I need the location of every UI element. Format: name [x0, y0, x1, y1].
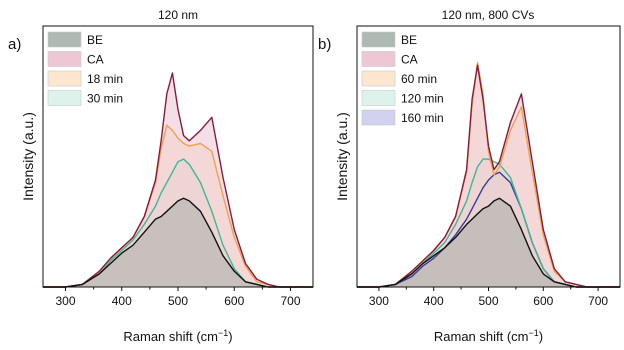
x-tick-label: 600 — [224, 294, 244, 308]
x-tick-label: 400 — [112, 294, 132, 308]
legend-swatch — [361, 109, 396, 126]
legend-label: 120 min — [401, 92, 444, 106]
series-area-120-min — [357, 159, 620, 287]
legend-label: CA — [87, 53, 104, 67]
chart-panel-b: 120 nm, 800 CVs b) 300 400 500 600 700 Raman sh… — [318, 8, 621, 344]
legend-swatch — [361, 70, 396, 87]
x-tick-label: 700 — [588, 294, 608, 308]
legend-swatch — [47, 51, 82, 67]
legend-swatch — [361, 31, 396, 48]
chart-title: 120 nm — [158, 8, 198, 22]
series-line-be — [43, 197, 313, 288]
series-area-30-min — [43, 159, 313, 287]
x-tick-label: 700 — [280, 294, 300, 308]
x-tick-label: 600 — [533, 294, 553, 308]
legend-label: BE — [87, 33, 103, 47]
x-tick-label: 400 — [424, 294, 444, 308]
legend-swatch — [47, 31, 82, 48]
panel-label: b) — [318, 36, 331, 53]
series-area-ca — [357, 65, 620, 287]
x-tick-label: 300 — [369, 294, 389, 308]
x-tick-label: 500 — [168, 294, 188, 308]
y-axis-label: Intensity (a.u.) — [20, 112, 36, 201]
legend-label: 60 min — [401, 72, 437, 86]
x-tick-label: 300 — [55, 294, 75, 308]
series-area-ca — [43, 73, 313, 287]
legend-swatch — [47, 70, 82, 87]
series-area-160-min — [357, 172, 620, 287]
x-tick-label: 500 — [478, 294, 498, 308]
legend-label: 160 min — [401, 111, 444, 125]
legend-swatch — [361, 51, 396, 67]
legend-label: CA — [401, 53, 418, 67]
legend-label: BE — [401, 33, 417, 47]
y-axis-label: Intensity (a.u.) — [334, 112, 350, 201]
legend-swatch — [361, 90, 396, 106]
x-axis-label: Raman shift (cm−1) — [434, 328, 543, 344]
chart-title: 120 nm, 800 CVs — [442, 8, 535, 22]
series-area-be — [43, 198, 313, 287]
series-area-60-min — [357, 62, 620, 287]
legend-swatch — [47, 90, 82, 106]
series-area-18-min — [43, 125, 313, 287]
series-area-be — [357, 198, 620, 287]
series-line-ca — [43, 72, 313, 288]
legend-label: 30 min — [87, 92, 123, 106]
panel-label: a) — [8, 36, 21, 53]
x-axis-label: Raman shift (cm−1) — [123, 328, 232, 344]
series-line-ca — [357, 64, 620, 288]
legend-label: 18 min — [87, 72, 123, 86]
chart-panel-a: 120 nm a) 300 400 500 600 700 Raman shift (cm−1… — [8, 8, 314, 344]
series-line-be — [357, 197, 620, 288]
